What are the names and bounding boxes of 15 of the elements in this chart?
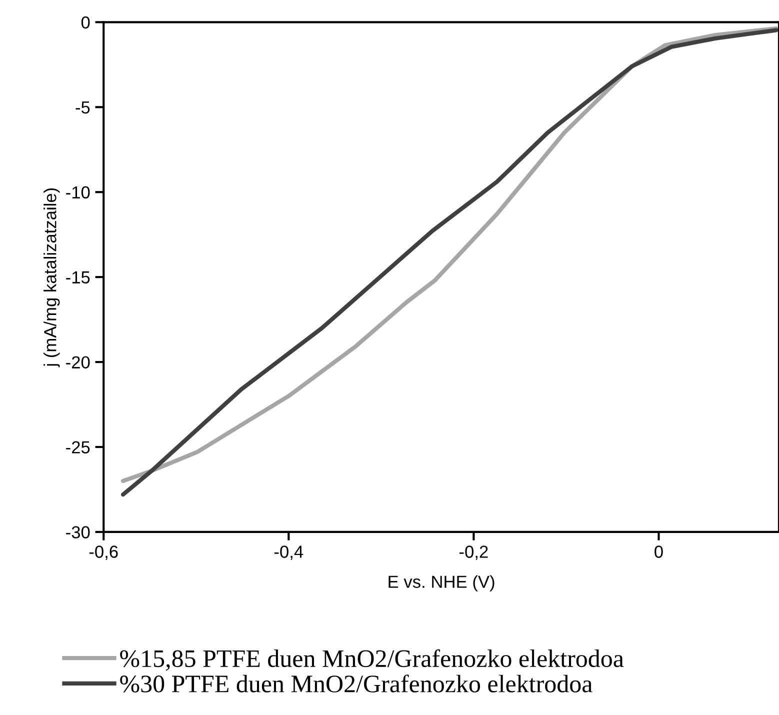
y-tick-label: -15	[66, 271, 90, 284]
x-tick-label: -0,2	[460, 546, 488, 560]
y-tick-label: -25	[66, 441, 90, 454]
y-tick-label: 0	[81, 16, 90, 29]
legend-label: %15,85 PTFE duen MnO2/Grafenozko elektrodoa	[120, 649, 624, 671]
y-axis-title: j (mA/mg katalizatzaile)	[44, 188, 60, 368]
x-axis-title: E vs. NHE (V)	[388, 575, 494, 592]
x-tick-label: -0,6	[89, 546, 118, 560]
x-tick-label: 0	[654, 546, 663, 558]
y-tick-label: -5	[76, 101, 90, 114]
y-tick-label: -20	[66, 356, 90, 368]
legend-label: %30 PTFE duen MnO2/Grafenozko elektrodoa	[120, 674, 592, 693]
y-tick-label: -10	[66, 186, 90, 199]
x-tick-label: -0,4	[274, 546, 304, 560]
y-tick-label: -30	[66, 526, 90, 538]
